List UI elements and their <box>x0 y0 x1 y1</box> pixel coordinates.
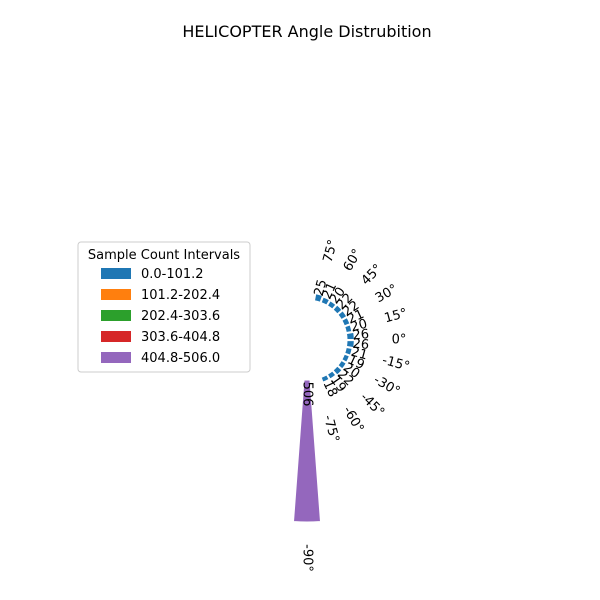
polar-bar-14 <box>326 370 337 380</box>
polar-bar-5 <box>337 310 348 321</box>
legend-item-label: 0.0-101.2 <box>141 267 204 282</box>
polar-bar-6 <box>341 316 351 327</box>
angle-tick-label: 15° <box>383 306 409 326</box>
polar-bar-13 <box>332 365 343 376</box>
bar-count-label: 26 <box>352 337 370 353</box>
legend-item-label: 404.8-506.0 <box>141 351 220 366</box>
polar-bar-16 <box>292 379 322 523</box>
polar-bar-11 <box>341 353 351 363</box>
legend-item-label: 303.6-404.8 <box>141 330 220 345</box>
bar-count-label: 21 <box>320 280 341 301</box>
bar-count-label: 506 <box>300 382 315 407</box>
legend-swatch <box>101 289 131 300</box>
angle-tick-label: 75° <box>321 238 341 264</box>
angle-tick-label: -90° <box>300 544 315 572</box>
polar-bar-8 <box>345 331 355 340</box>
legend-swatch <box>101 268 131 279</box>
legend-title: Sample Count Intervals <box>88 248 240 263</box>
polar-bar-9 <box>345 340 355 349</box>
polar-bar-1 <box>313 293 324 303</box>
polar-bar-3 <box>326 300 337 310</box>
polar-bar-2 <box>320 296 331 306</box>
polar-bar-10 <box>344 346 353 356</box>
legend-item-label: 101.2-202.4 <box>141 288 220 303</box>
chart-title: HELICOPTER Angle Distrubition <box>182 22 431 41</box>
legend: Sample Count Intervals 0.0-101.2 101.2-20… <box>77 241 251 373</box>
legend-swatch <box>101 352 131 363</box>
angle-tick-label: -30° <box>371 373 403 400</box>
legend-items: 0.0-101.2 101.2-202.4 202.4-303.6 303.6-404… <box>101 267 220 366</box>
polar-bar-7 <box>344 324 353 334</box>
bar-count-label: 26 <box>352 327 370 343</box>
legend-swatch <box>101 331 131 342</box>
polar-bar-15 <box>320 374 330 383</box>
angle-tick-label: 0° <box>392 333 407 348</box>
bar-count-label: 25 <box>312 278 331 298</box>
angle-tick-label: -75° <box>320 414 342 445</box>
angle-tick-label: 45° <box>359 261 386 288</box>
bars-layer <box>292 293 355 523</box>
angle-tick-label: 60° <box>341 247 366 274</box>
bar-count-label: 19 <box>345 353 366 374</box>
legend-swatch <box>101 310 131 321</box>
angle-tick-label: -45° <box>357 390 387 420</box>
angle-tick-label: -60° <box>340 404 367 436</box>
bar-count-label: 21 <box>349 345 369 364</box>
bar-count-label: 20 <box>349 317 369 336</box>
polar-bar-4 <box>332 304 343 315</box>
legend-item-label: 202.4-303.6 <box>141 309 220 324</box>
bar-count-label: 18 <box>320 378 341 399</box>
polar-bar-12 <box>337 359 347 370</box>
bar-count-label: 21 <box>345 307 366 328</box>
angle-tick-label: 30° <box>373 282 400 307</box>
angle-tick-label: -15° <box>381 353 412 375</box>
